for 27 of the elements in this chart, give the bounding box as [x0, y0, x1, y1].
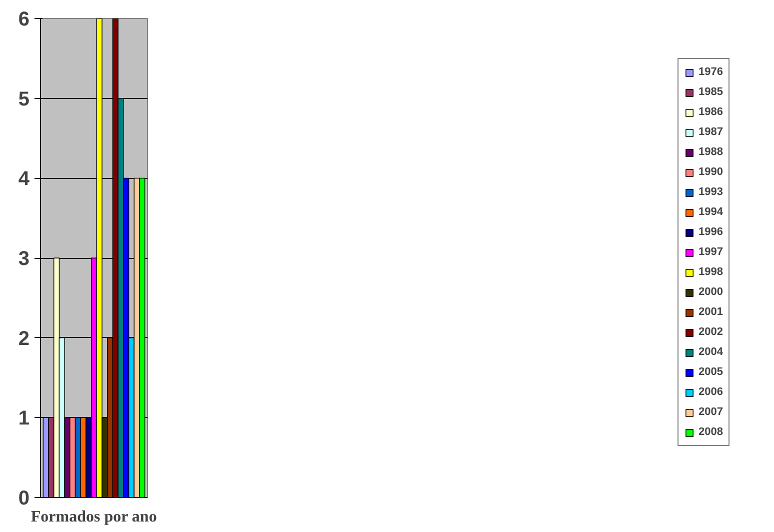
y-tick-label: 2 — [18, 328, 30, 350]
legend-label: 1993 — [698, 185, 723, 199]
y-tick-label: 0 — [18, 488, 30, 510]
legend-label: 1976 — [698, 65, 723, 79]
legend-label: 1998 — [698, 265, 723, 279]
y-tick-label: 1 — [18, 408, 30, 430]
y-tick-label: 6 — [18, 8, 30, 30]
y-tick-label: 5 — [18, 88, 30, 110]
y-tick-label: 4 — [18, 168, 30, 190]
legend-label: 2000 — [698, 285, 723, 299]
legend-label: 1988 — [698, 145, 723, 159]
legend-label: 1986 — [698, 105, 723, 119]
legend-label: 2001 — [698, 305, 723, 319]
legend-label: 2006 — [698, 385, 723, 399]
legend-label: 2007 — [698, 405, 723, 419]
legend-label: 1987 — [698, 125, 723, 139]
legend-label: 1994 — [698, 205, 723, 219]
legend-label: 2004 — [698, 345, 723, 359]
legend-label: 1996 — [698, 225, 723, 239]
x-axis-title: Formados por ano — [30, 508, 157, 526]
legend-label: 1985 — [698, 85, 723, 99]
legend-label: 1997 — [698, 245, 723, 259]
legend-label: 2005 — [698, 365, 723, 379]
legend-label: 2002 — [698, 325, 723, 339]
legend-label: 2008 — [698, 425, 723, 439]
y-tick-label: 3 — [18, 248, 30, 270]
legend-label: 1990 — [698, 165, 723, 179]
